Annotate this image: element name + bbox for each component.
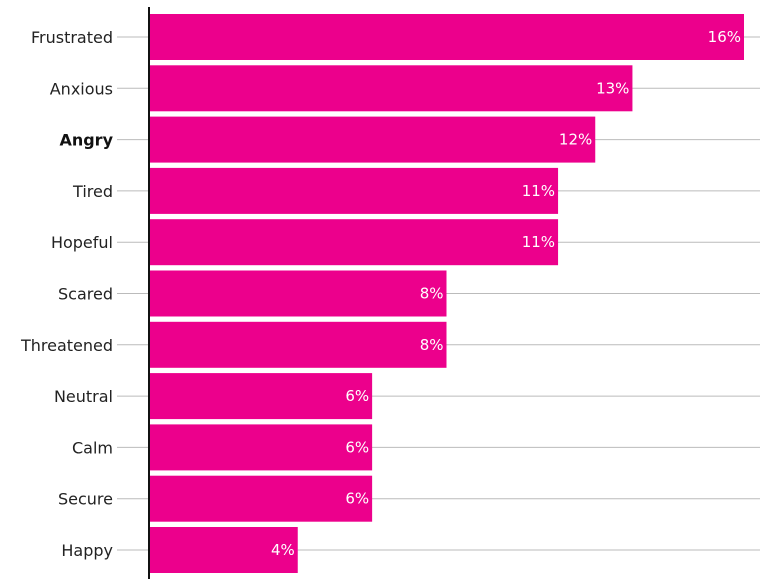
value-label-threatened: 8%: [420, 336, 444, 354]
bar-scared: [149, 270, 447, 317]
category-label-scared: Scared: [58, 285, 113, 304]
bar-calm: [149, 424, 373, 471]
value-label-anxious: 13%: [596, 79, 629, 97]
value-label-scared: 8%: [420, 285, 444, 303]
value-label-tired: 11%: [522, 182, 555, 200]
category-labels: Frustrated Anxious Angry Tired Hopeful Scared…: [20, 28, 114, 560]
bar-secure: [149, 475, 373, 522]
bar-neutral: [149, 373, 373, 420]
bar-anxious: [149, 65, 633, 112]
category-label-calm: Calm: [72, 438, 113, 457]
category-label-secure: Secure: [58, 490, 113, 509]
value-label-secure: 6%: [345, 490, 369, 508]
bar-tired: [149, 167, 559, 214]
category-label-happy: Happy: [61, 541, 113, 560]
category-label-neutral: Neutral: [54, 387, 113, 406]
value-label-hopeful: 11%: [522, 233, 555, 251]
value-label-angry: 12%: [559, 131, 592, 149]
bar-happy: [149, 527, 298, 573]
bars: [149, 14, 744, 573]
value-label-frustrated: 16%: [708, 28, 741, 46]
value-label-calm: 6%: [345, 438, 369, 456]
category-label-hopeful: Hopeful: [51, 233, 113, 252]
category-label-frustrated: Frustrated: [31, 28, 113, 47]
bar-angry: [149, 116, 596, 163]
value-label-neutral: 6%: [345, 387, 369, 405]
value-label-happy: 4%: [271, 541, 295, 559]
category-label-angry: Angry: [59, 131, 113, 150]
category-label-threatened: Threatened: [20, 336, 113, 355]
category-label-anxious: Anxious: [50, 79, 113, 98]
value-labels: 16% 13% 12% 11% 11% 8% 8% 6% 6% 6% 4%: [271, 28, 741, 559]
bar-threatened: [149, 321, 447, 368]
category-label-tired: Tired: [72, 182, 113, 201]
bar-frustrated: [149, 14, 744, 60]
bar-hopeful: [149, 219, 559, 266]
